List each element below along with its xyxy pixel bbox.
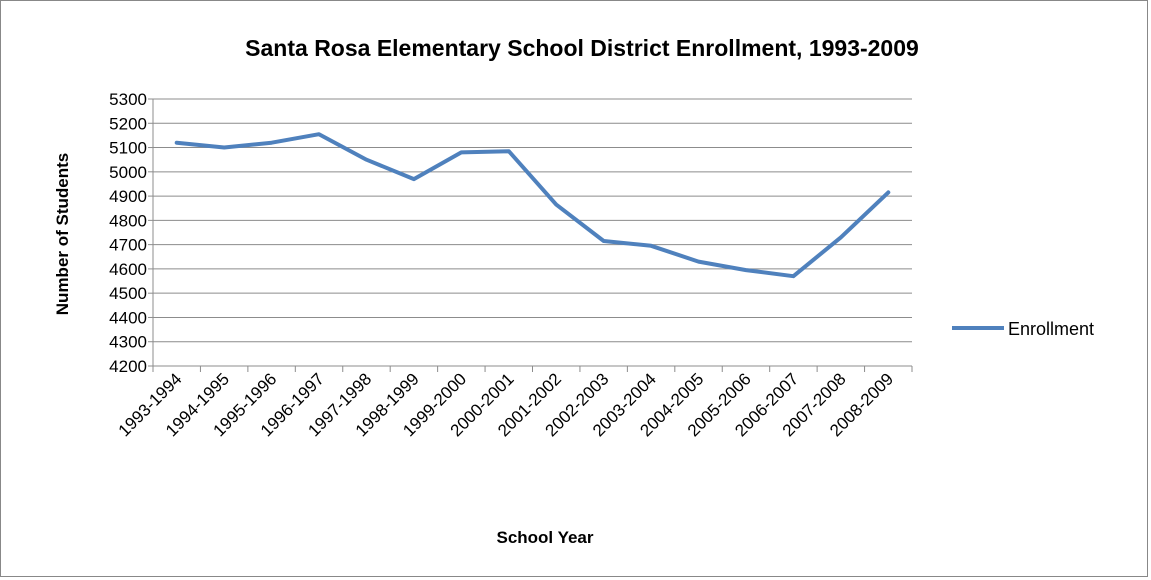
y-tick-label-4500: 4500 <box>109 284 147 303</box>
x-axis-title: School Year <box>496 528 593 547</box>
y-tick-label-5200: 5200 <box>109 114 147 133</box>
legend-label-enrollment: Enrollment <box>1008 319 1094 339</box>
y-tick-label-4300: 4300 <box>109 333 147 352</box>
y-tick-label-4600: 4600 <box>109 260 147 279</box>
y-tick-label-4700: 4700 <box>109 236 147 255</box>
y-axis-tick-labels: 4200 4300 4400 4500 4600 4700 4800 4900 5000 5100… <box>109 90 147 376</box>
y-tick-label-5100: 5100 <box>109 139 147 158</box>
legend: Enrollment <box>952 319 1094 339</box>
axes <box>148 98 913 372</box>
gridlines <box>153 98 912 343</box>
y-tick-label-4900: 4900 <box>109 187 147 206</box>
y-axis-title: Number of Students <box>53 153 72 315</box>
y-tick-label-4200: 4200 <box>109 357 147 376</box>
chart-title: Santa Rosa Elementary School District En… <box>245 35 919 61</box>
y-tick-label-4800: 4800 <box>109 211 147 230</box>
x-axis-tick-labels: 1993-19941994-19951995-19961996-19971997… <box>115 369 897 440</box>
y-tick-label-5300: 5300 <box>109 90 147 109</box>
series-line-enrollment <box>174 132 891 279</box>
y-tick-label-4400: 4400 <box>109 308 147 327</box>
y-tick-label-5000: 5000 <box>109 163 147 182</box>
series-lines <box>174 132 891 279</box>
